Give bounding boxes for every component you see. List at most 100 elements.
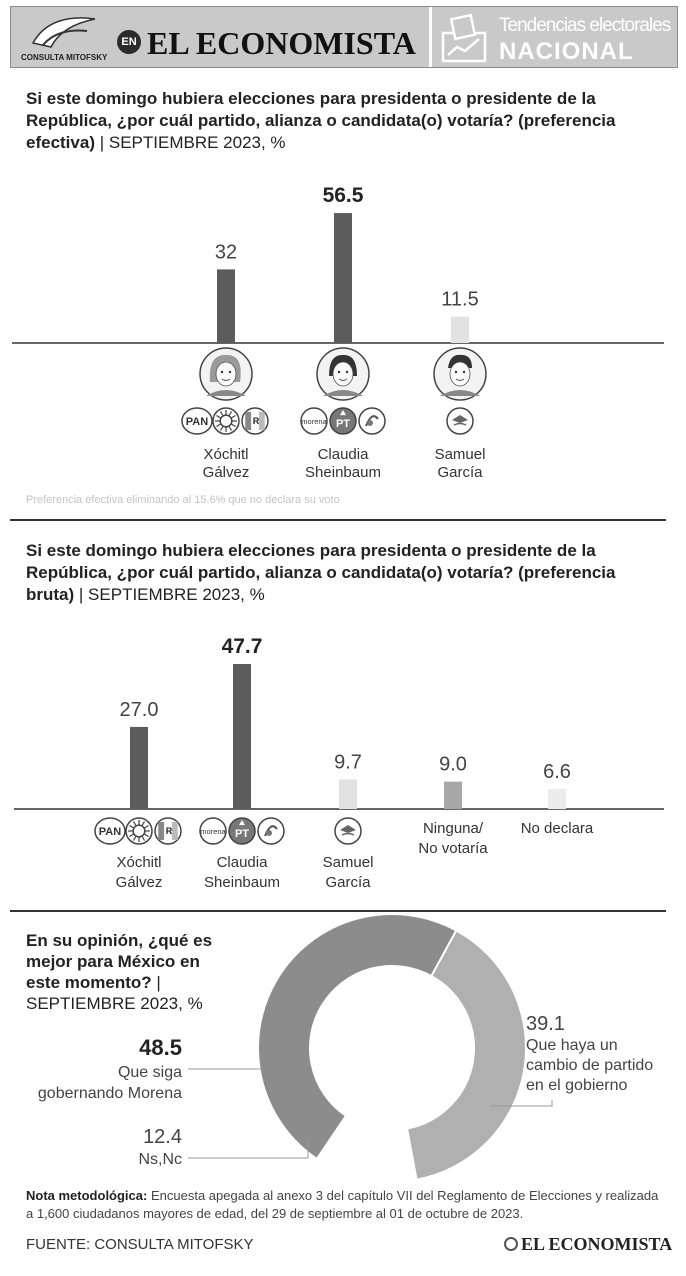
donut-leader-nsnc <box>188 1140 309 1159</box>
donut-value-cambio: 39.1 <box>526 1013 565 1035</box>
chart1-category-label: Sheinbaum <box>305 464 381 481</box>
chart2-value-label: 9.0 <box>439 754 467 776</box>
chart2-bar <box>130 726 148 809</box>
svg-text:morena: morena <box>301 417 327 426</box>
party-logo-mc-icon <box>446 407 474 435</box>
donut-label-cambio: cambio de partido <box>526 1057 653 1074</box>
chart1-category-label: Xóchitl <box>203 446 248 463</box>
chart2-value-label: 9.7 <box>334 752 362 774</box>
header-banner: CONSULTA MITOFSKY EN EL ECONOMISTA Tende… <box>10 6 678 68</box>
preferencia-note: Preferencia efectiva eliminando al 15.6%… <box>26 494 340 506</box>
chart1-category-label: Samuel <box>435 446 486 463</box>
chart2-category-label: Ninguna/ <box>423 820 484 837</box>
party-logo-pan-icon: PAN <box>181 407 213 435</box>
party-logo-morena-icon: morena <box>300 407 328 435</box>
methodology-text: Encuesta apegada al anexo 3 del capítulo… <box>26 1188 659 1221</box>
donut-value-morena: 48.5 <box>139 1035 182 1060</box>
ballot-box-icon <box>441 13 487 63</box>
question-2-text: Si este domingo hubiera elecciones para … <box>26 541 616 604</box>
chart2-value-label: 6.6 <box>543 761 571 783</box>
party-logo-pvem-icon <box>358 407 386 435</box>
chart2-category-label: Samuel <box>323 854 374 871</box>
mitofsky-logo-text: CONSULTA MITOFSKY <box>21 53 108 62</box>
chart2-bar <box>548 788 566 809</box>
chart2-category-label: Claudia <box>217 854 269 871</box>
divider-1 <box>10 519 666 521</box>
chart1-category-label: García <box>437 464 483 481</box>
source-text: FUENTE: CONSULTA MITOFSKY <box>26 1236 254 1253</box>
candidate-portrait-0 <box>199 347 253 401</box>
donut-label-morena: gobernando Morena <box>38 1085 182 1102</box>
donut-value-nsnc: 12.4 <box>143 1126 182 1148</box>
mitofsky-swoosh-icon <box>31 17 96 48</box>
svg-text:R: R <box>253 416 260 426</box>
chart2-category-label: No votaría <box>418 840 488 857</box>
donut-label-nsnc: Ns,Nc <box>138 1151 182 1168</box>
chart2-value-label: 27.0 <box>120 699 159 721</box>
methodology-note: Nota metodológica: Encuesta apegada al a… <box>26 1187 666 1223</box>
svg-text:PAN: PAN <box>186 416 208 428</box>
question-3: En su opinión, ¿qué es mejor para México… <box>26 930 216 1014</box>
party-logo-pri-icon: R <box>241 407 269 435</box>
chart2-bar <box>444 781 462 809</box>
section-line2: NACIONAL <box>499 38 634 65</box>
party-logo-mc-icon <box>334 817 362 845</box>
chart2-category-label: No declara <box>521 820 594 837</box>
party-logo-prd-icon <box>125 817 153 845</box>
chart1-value-label: 11.5 <box>441 289 478 311</box>
party-logo-pt-icon: PT <box>329 407 357 435</box>
methodology-label: Nota metodológica: <box>26 1188 148 1203</box>
party-logo-prd-icon <box>212 407 240 435</box>
svg-text:R: R <box>166 826 173 836</box>
party-logo-pan-icon: PAN <box>94 817 126 845</box>
donut-label-cambio: Que haya un <box>526 1037 618 1054</box>
section-line1: Tendencias electorales <box>499 15 671 36</box>
party-logo-morena-icon: morena <box>199 817 227 845</box>
mitofsky-logo: CONSULTA MITOFSKY <box>19 13 111 65</box>
chart1-bar <box>334 213 352 343</box>
question-1: Si este domingo hubiera elecciones para … <box>26 88 666 154</box>
question-2-subtitle: | SEPTIEMBRE 2023, % <box>78 585 265 604</box>
question-2: Si este domingo hubiera elecciones para … <box>26 540 666 606</box>
svg-text:morena: morena <box>200 827 226 836</box>
question-3-text: En su opinión, ¿qué es mejor para México… <box>26 931 213 992</box>
candidate-portrait-2 <box>433 347 487 401</box>
chart1-bar <box>451 316 469 343</box>
donut-slice <box>315 1114 418 1183</box>
party-logo-pvem-icon <box>257 817 285 845</box>
candidate-portrait-1 <box>316 347 370 401</box>
donut-slice <box>257 912 458 1161</box>
chart2-bar <box>339 779 357 809</box>
svg-text:PT: PT <box>336 418 350 430</box>
donut-label-cambio: en el gobierno <box>526 1077 628 1094</box>
chart1-bar <box>217 269 235 343</box>
chart1-value-label: 56.5 <box>323 184 364 207</box>
svg-text:PAN: PAN <box>99 826 121 838</box>
chart2-bar <box>233 663 251 809</box>
chart1-category-label: Gálvez <box>203 464 250 481</box>
donut-label-morena: Que siga <box>118 1064 182 1081</box>
en-badge: EN <box>117 30 141 54</box>
header-divider <box>429 7 432 67</box>
chart2-category-label: García <box>325 874 371 891</box>
brand-title: EL ECONOMISTA <box>147 25 416 61</box>
brand-mark-icon <box>504 1237 518 1251</box>
svg-text:PT: PT <box>235 828 249 840</box>
chart2-category-label: Sheinbaum <box>204 874 280 891</box>
chart1-value-label: 32 <box>215 241 237 263</box>
chart1-category-label: Claudia <box>318 446 370 463</box>
chart2-category-label: Xóchitl <box>116 854 161 871</box>
footer-brand: EL ECONOMISTA <box>504 1234 672 1255</box>
chart-preferencia-bruta: 27.0 PAN R Xóchitl Gálvez 47.7 morena PT Claudia… <box>14 635 664 891</box>
question-3-subtitle: | SEPTIEMBRE 2023, % <box>26 973 203 1013</box>
chart2-category-label: Gálvez <box>116 874 163 891</box>
donut-leader-cambio <box>490 1100 553 1107</box>
question-1-text: Si este domingo hubiera elecciones para … <box>26 89 616 152</box>
chart2-value-label: 47.7 <box>222 635 263 658</box>
question-1-subtitle: | SEPTIEMBRE 2023, % <box>99 133 286 152</box>
divider-2 <box>10 910 666 912</box>
party-logo-pt-icon: PT <box>228 817 256 845</box>
party-logo-pri-icon: R <box>154 817 182 845</box>
